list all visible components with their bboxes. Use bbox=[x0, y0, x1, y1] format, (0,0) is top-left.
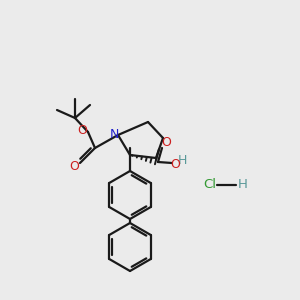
Text: O: O bbox=[161, 136, 171, 149]
Text: O: O bbox=[77, 124, 87, 136]
Text: Cl: Cl bbox=[203, 178, 217, 191]
Text: H: H bbox=[177, 154, 187, 167]
Text: H: H bbox=[238, 178, 248, 191]
Text: N: N bbox=[109, 128, 119, 140]
Text: O: O bbox=[69, 160, 79, 172]
Text: O: O bbox=[170, 158, 180, 170]
